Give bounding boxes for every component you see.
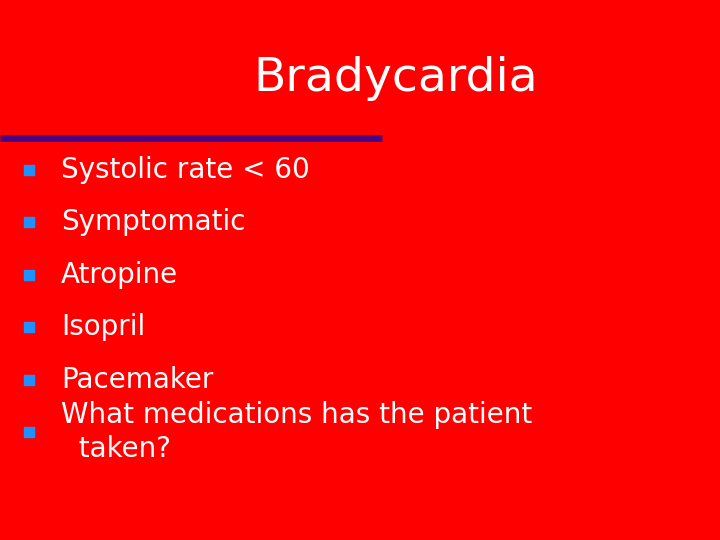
Text: Symptomatic: Symptomatic	[61, 208, 246, 237]
Text: Atropine: Atropine	[61, 261, 179, 289]
Point	[23, 375, 35, 384]
Text: What medications has the patient
  taken?: What medications has the patient taken?	[61, 401, 533, 463]
Text: Bradycardia: Bradycardia	[253, 56, 539, 101]
Text: Pacemaker: Pacemaker	[61, 366, 214, 394]
Point	[23, 166, 35, 174]
Text: Systolic rate < 60: Systolic rate < 60	[61, 156, 310, 184]
Point	[23, 271, 35, 279]
Text: Isopril: Isopril	[61, 313, 145, 341]
Point	[23, 218, 35, 227]
Point	[23, 428, 35, 436]
Point	[23, 323, 35, 332]
